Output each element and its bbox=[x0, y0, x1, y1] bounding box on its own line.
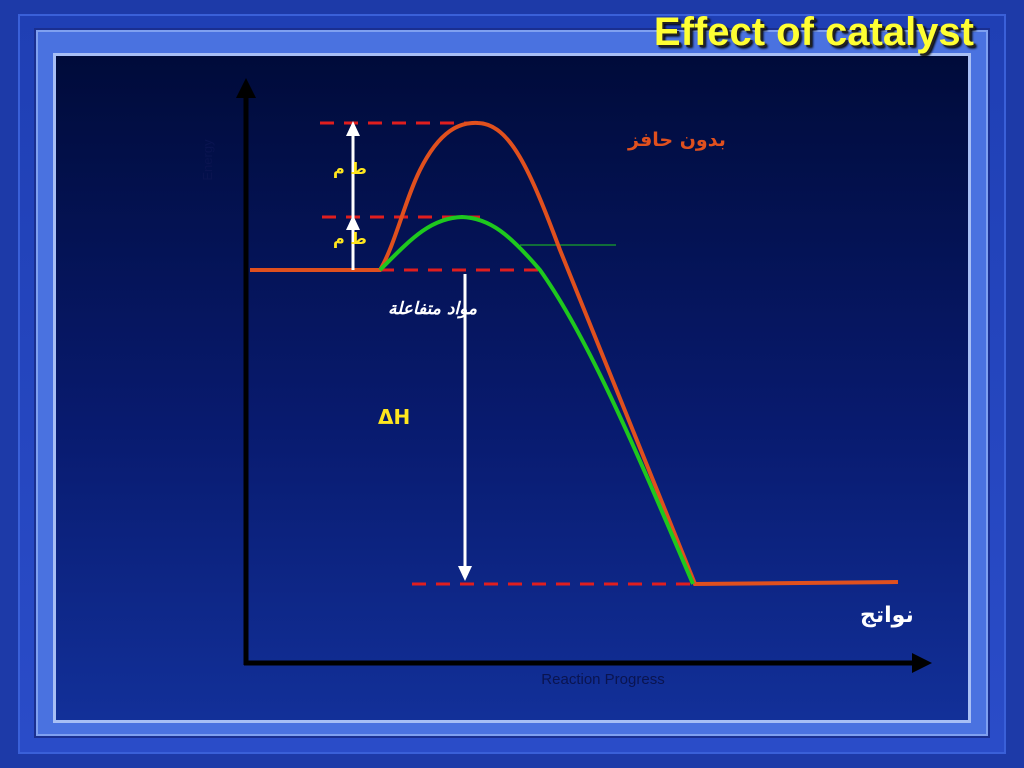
ea-uncatalyzed-arrowhead bbox=[346, 121, 360, 136]
catalyzed-curve bbox=[378, 214, 695, 585]
uncatalyzed-label: بدون حافز bbox=[627, 129, 726, 151]
reactants-label: مواد متفاعلة bbox=[388, 299, 478, 319]
y-axis-label: Energy bbox=[200, 139, 215, 181]
ea-catalyzed-arrowhead bbox=[346, 215, 360, 230]
slide-content-panel bbox=[56, 56, 968, 720]
products-label: نواتج bbox=[860, 603, 914, 628]
slide-title: Effect of catalyst bbox=[653, 10, 974, 54]
delta-h-arrowhead bbox=[458, 566, 472, 581]
x-axis-label: Reaction Progress bbox=[541, 671, 664, 688]
y-axis-arrowhead bbox=[236, 78, 256, 98]
uncatalyzed-curve bbox=[250, 120, 899, 587]
ea-catalyzed-label: ط م bbox=[333, 229, 367, 248]
enthalpy-label: ΔH bbox=[378, 405, 410, 429]
ea-uncatalyzed-label: ط م bbox=[333, 159, 367, 178]
x-axis-arrowhead bbox=[912, 653, 932, 673]
